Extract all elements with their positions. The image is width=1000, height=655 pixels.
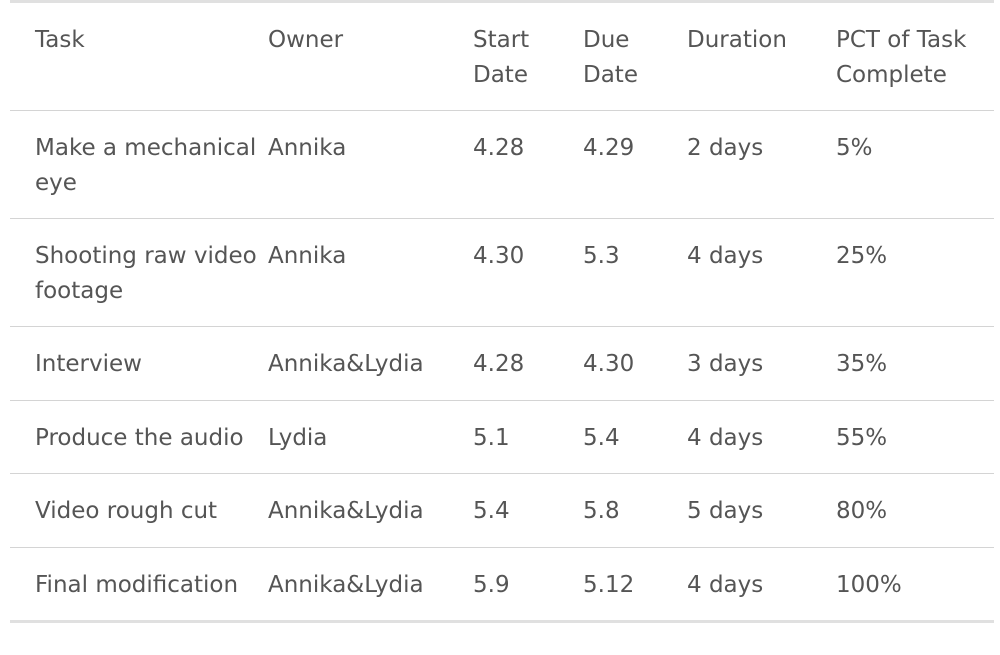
cell-start-date: 4.28 <box>473 351 525 377</box>
cell-task: Video rough cut <box>35 498 218 524</box>
cell-due-date: 5.8 <box>583 498 620 524</box>
table-row: Make a mechanical eye Annika 4.28 4.29 2… <box>10 110 994 219</box>
cell-duration: 4 days <box>687 424 764 451</box>
cell-duration: 2 days <box>687 135 764 161</box>
cell-due-date: 4.29 <box>583 135 635 161</box>
cell-pct-complete: 25% <box>836 243 888 269</box>
cell-pct-complete: 5% <box>836 135 873 161</box>
table-row: Shooting raw video footage Annika 4.30 5… <box>10 218 994 327</box>
header-owner: Owner <box>268 27 344 53</box>
cell-start-date: 4.28 <box>473 135 525 161</box>
cell-owner: Annika <box>268 135 347 161</box>
table-header: Task Owner Start Date Due Date Duration … <box>10 1 994 111</box>
table-body: Make a mechanical eye Annika 4.28 4.29 2… <box>10 110 994 622</box>
cell-pct-complete: 100% <box>836 571 902 598</box>
task-table-container: Task Owner Start Date Due Date Duration … <box>10 0 994 623</box>
cell-task: Produce the audio <box>35 424 244 451</box>
cell-task: Final modification <box>35 571 239 598</box>
cell-owner: Annika <box>268 243 347 269</box>
cell-owner: Annika&Lydia <box>268 498 424 524</box>
table-row: Final modification Annika&Lydia 5.9 5.12… <box>10 547 994 622</box>
cell-task: Shooting raw video footage <box>35 243 257 304</box>
cell-pct-complete: 55% <box>836 424 888 451</box>
header-task: Task <box>35 27 85 53</box>
cell-due-date: 5.4 <box>583 424 620 451</box>
cell-pct-complete: 80% <box>836 498 888 524</box>
cell-due-date: 4.30 <box>583 351 635 377</box>
cell-duration: 4 days <box>687 243 764 269</box>
cell-owner: Lydia <box>268 424 328 451</box>
cell-duration: 4 days <box>687 571 764 598</box>
table-row: Video rough cut Annika&Lydia 5.4 5.8 5 d… <box>10 473 994 548</box>
cell-task: Make a mechanical eye <box>35 135 257 196</box>
task-table: Task Owner Start Date Due Date Duration … <box>10 0 994 623</box>
cell-due-date: 5.3 <box>583 243 620 269</box>
header-pct-complete: PCT of Task Complete <box>836 27 967 88</box>
cell-owner: Annika&Lydia <box>268 571 424 598</box>
header-duration: Duration <box>687 27 787 53</box>
cell-start-date: 4.30 <box>473 243 525 269</box>
cell-task: Interview <box>35 351 142 377</box>
cell-start-date: 5.4 <box>473 498 510 524</box>
cell-due-date: 5.12 <box>583 571 635 598</box>
cell-duration: 5 days <box>687 498 764 524</box>
header-start-date: Start Date <box>473 27 530 88</box>
cell-start-date: 5.9 <box>473 571 510 598</box>
cell-start-date: 5.1 <box>473 424 510 451</box>
cell-pct-complete: 35% <box>836 351 888 377</box>
cell-duration: 3 days <box>687 351 764 377</box>
cell-owner: Annika&Lydia <box>268 351 424 377</box>
table-row: Interview Annika&Lydia 4.28 4.30 3 days … <box>10 326 994 401</box>
table-row: Produce the audio Lydia 5.1 5.4 4 days 5… <box>10 400 994 474</box>
header-due-date: Due Date <box>583 27 638 88</box>
header-row: Task Owner Start Date Due Date Duration … <box>10 1 994 111</box>
